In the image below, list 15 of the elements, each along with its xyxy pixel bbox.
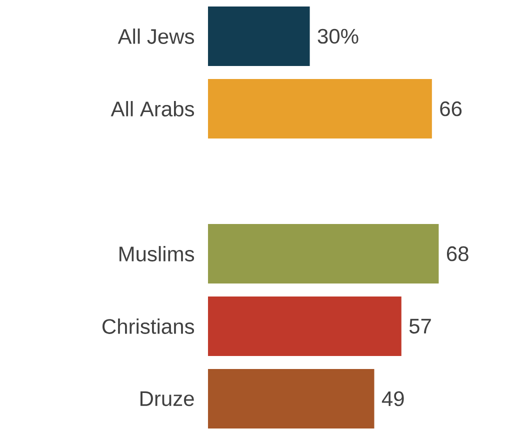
bar [208, 79, 432, 138]
y-tick-label: Druze [140, 391, 194, 406]
data-label: 66 [440, 101, 462, 116]
bar [208, 6, 310, 66]
data-label: 30% [318, 28, 358, 44]
data-label: 68 [446, 246, 468, 262]
data-label: 49 [382, 391, 404, 406]
bar [208, 224, 439, 284]
data-label: 57 [409, 318, 431, 334]
bar [208, 369, 374, 428]
y-tick-label: Christians [102, 318, 194, 334]
y-tick-label: All Arabs [110, 101, 194, 116]
bar [208, 296, 402, 356]
y-tick-label: All Jews [118, 28, 194, 44]
y-tick-label: Muslims [120, 246, 194, 262]
